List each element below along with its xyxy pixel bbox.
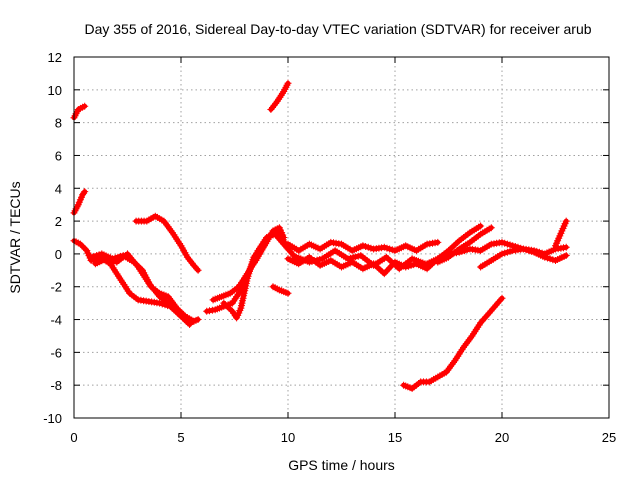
x-tick-label: 25 (602, 430, 616, 445)
y-tick-label: 4 (55, 181, 62, 196)
series-trace-6 (132, 212, 202, 274)
y-tick-label: 6 (55, 148, 62, 163)
series-trace-2 (70, 188, 89, 217)
series-trace-20 (400, 294, 506, 392)
series-markers (91, 250, 194, 328)
series-markers (132, 212, 202, 274)
chart-title: Day 355 of 2016, Sidereal Day-to-day VTE… (84, 21, 591, 37)
data-series (70, 79, 570, 392)
series-trace-12 (284, 238, 442, 255)
series-markers (267, 79, 292, 113)
axis-ticks: 0 5 10 15 20 25 -10 -8 -6 -4 -2 0 2 4 6 8 10 12 (43, 50, 616, 445)
x-axis-label: GPS time / hours (288, 457, 395, 473)
y-tick-label: 8 (55, 116, 62, 131)
series-markers (552, 217, 570, 250)
series-markers (400, 294, 506, 392)
series-trace-1 (70, 102, 89, 122)
series-trace-9 (209, 224, 288, 304)
series-markers (477, 245, 570, 271)
y-tick-label: -6 (50, 345, 62, 360)
x-tick-label: 5 (177, 430, 184, 445)
y-tick-label: 0 (55, 247, 62, 262)
y-tick-label: -8 (50, 378, 62, 393)
y-tick-label: 12 (48, 50, 62, 65)
y-tick-label: -4 (50, 313, 62, 328)
y-tick-label: -10 (43, 411, 62, 426)
series-markers (209, 224, 288, 304)
series-markers (284, 238, 442, 255)
x-tick-label: 15 (388, 430, 402, 445)
y-axis-label: SDTVAR / TECUs (7, 181, 23, 293)
y-tick-label: -2 (50, 280, 62, 295)
y-tick-label: 10 (48, 83, 62, 98)
x-tick-label: 20 (495, 430, 509, 445)
y-tick-label: 2 (55, 214, 62, 229)
series-markers (293, 247, 429, 273)
grid-lines (74, 57, 609, 418)
x-tick-label: 10 (281, 430, 295, 445)
series-markers (269, 283, 292, 297)
series-trace-10 (269, 283, 292, 297)
series-trace-5 (91, 250, 194, 328)
series-trace-19 (552, 217, 570, 250)
x-tick-label: 0 (70, 430, 77, 445)
series-trace-17 (445, 238, 570, 258)
plot-frame (73, 56, 610, 419)
series-trace-14 (293, 247, 429, 273)
series-trace-18 (477, 245, 570, 271)
series-trace-11 (267, 79, 292, 113)
